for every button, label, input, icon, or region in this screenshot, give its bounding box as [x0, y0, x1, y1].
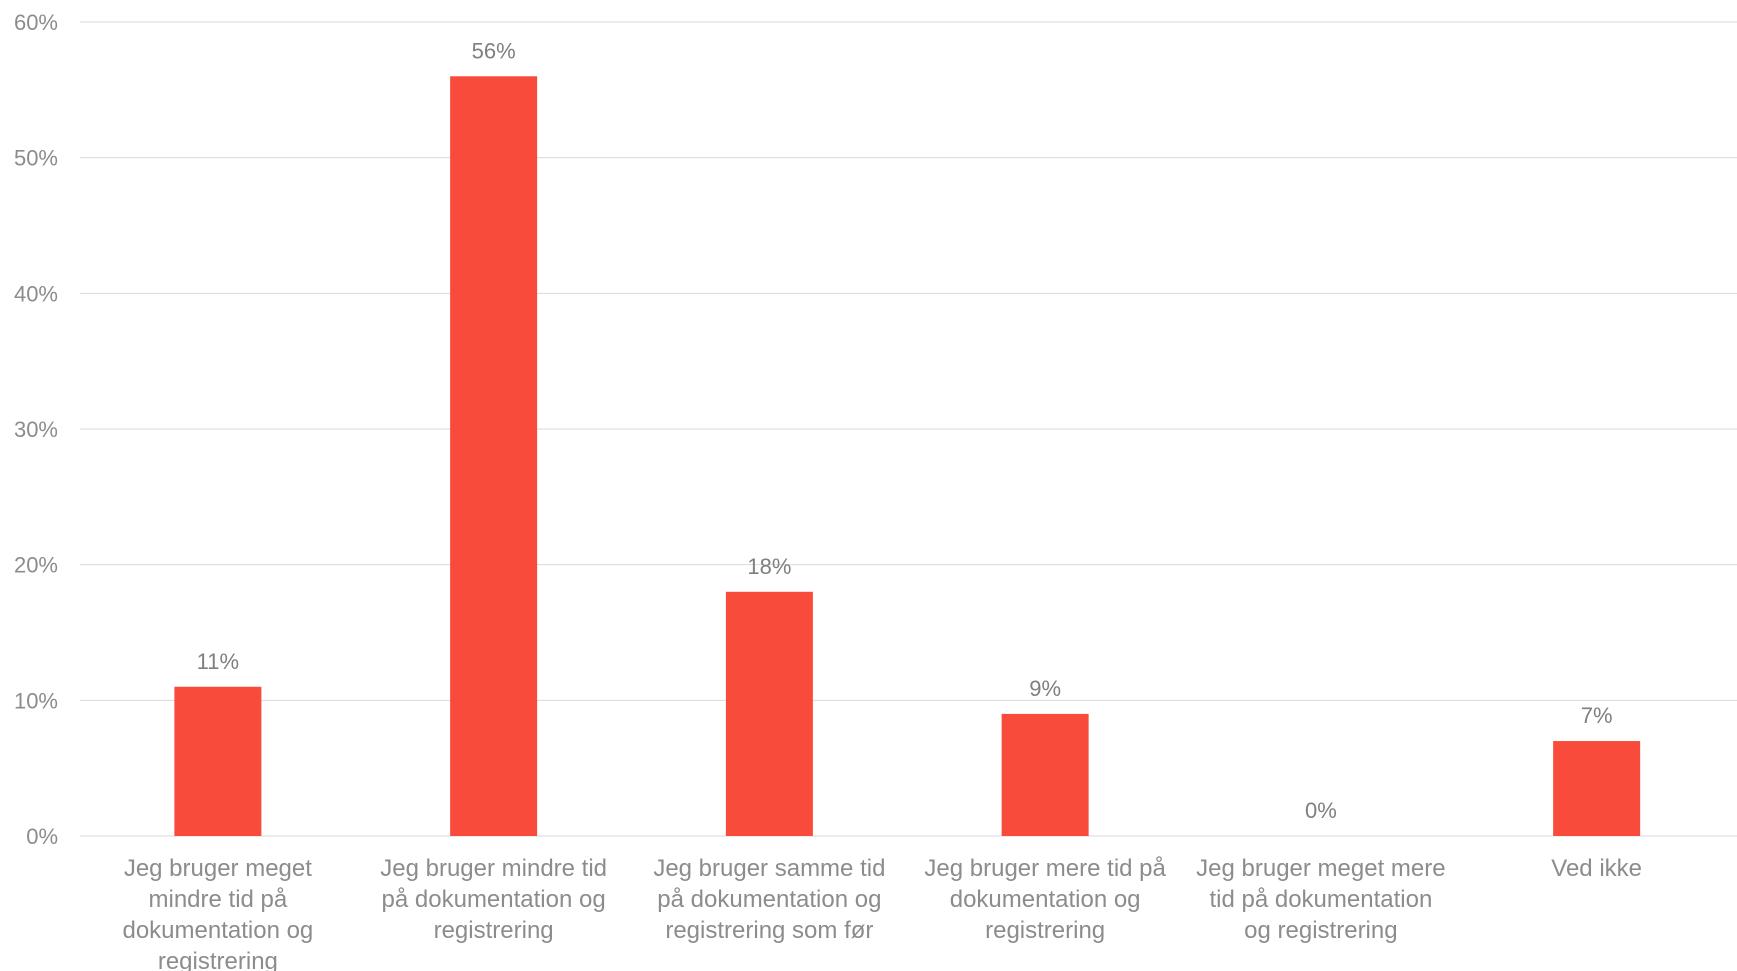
data-label: 56% — [472, 38, 516, 63]
category-label: Jeg bruger meget mindre tid på dokumentati… — [122, 855, 313, 971]
bar — [174, 686, 262, 836]
y-tick-label: 60% — [14, 10, 58, 35]
bar — [1553, 741, 1641, 836]
category-label: Ved ikke — [1551, 855, 1642, 882]
category-labels: Jeg bruger meget mindre tid på dokumentati… — [122, 855, 1642, 971]
bars — [174, 76, 1641, 837]
data-label: 18% — [747, 554, 791, 579]
bar — [725, 591, 813, 836]
y-tick-label: 0% — [26, 824, 58, 849]
gridlines — [80, 21, 1737, 837]
data-label: 0% — [1305, 798, 1337, 823]
data-label: 7% — [1581, 703, 1613, 728]
y-axis-tick-labels: 0% 10% 20% 30% 40% 50% 60% — [14, 10, 58, 849]
data-labels: 11% 56% 18% 9% 0% 7% — [197, 38, 1613, 823]
y-tick-label: 10% — [14, 688, 58, 713]
y-tick-label: 40% — [14, 281, 58, 306]
y-tick-label: 30% — [14, 417, 58, 442]
category-label: Jeg bruger mere tid på dokumentation og re… — [924, 855, 1166, 944]
y-tick-label: 20% — [14, 553, 58, 578]
data-label: 11% — [197, 649, 239, 674]
bar — [1001, 713, 1089, 836]
category-label: Jeg bruger meget mere tid på dokumentatio… — [1196, 855, 1445, 944]
category-label: Jeg bruger mindre tid på dokumentation og… — [380, 855, 607, 944]
bar — [450, 76, 538, 837]
data-label: 9% — [1029, 676, 1061, 701]
category-label: Jeg bruger samme tid på dokumentation og r… — [653, 855, 885, 944]
y-tick-label: 50% — [14, 146, 58, 171]
